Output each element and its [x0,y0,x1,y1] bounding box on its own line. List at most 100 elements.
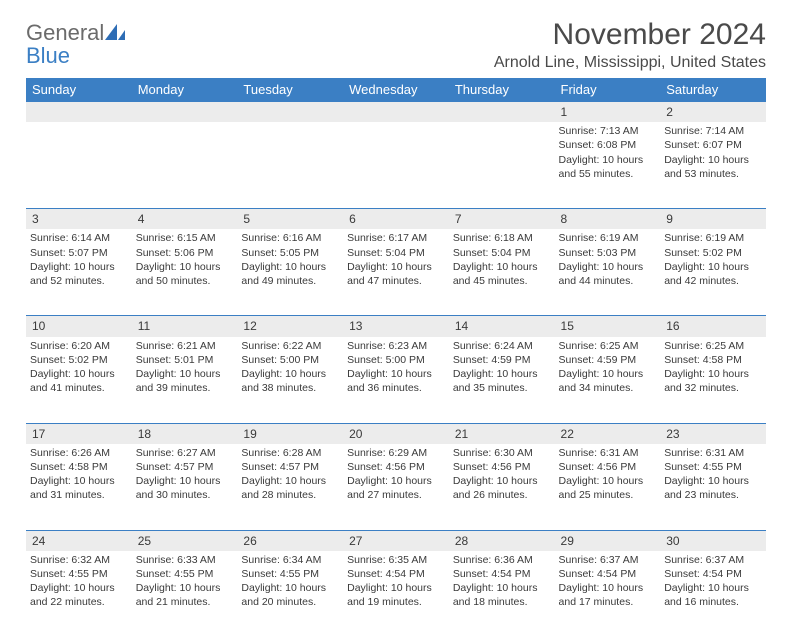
daylight-line: Daylight: 10 hours and 22 minutes. [30,581,128,609]
day-header: Wednesday [343,78,449,102]
day-header: Sunday [26,78,132,102]
day-info-cell [26,122,132,209]
daylight-line: Daylight: 10 hours and 19 minutes. [347,581,445,609]
sunset-line: Sunset: 5:00 PM [347,353,445,367]
daylight-line: Daylight: 10 hours and 21 minutes. [136,581,234,609]
sunrise-line: Sunrise: 6:37 AM [559,553,657,567]
day-info-cell: Sunrise: 6:25 AMSunset: 4:58 PMDaylight:… [660,337,766,424]
day-info-cell: Sunrise: 6:24 AMSunset: 4:59 PMDaylight:… [449,337,555,424]
daylight-line: Daylight: 10 hours and 49 minutes. [241,260,339,288]
daylight-line: Daylight: 10 hours and 53 minutes. [664,153,762,181]
sunset-line: Sunset: 4:54 PM [559,567,657,581]
day-info-row: Sunrise: 6:14 AMSunset: 5:07 PMDaylight:… [26,229,766,316]
daylight-line: Daylight: 10 hours and 41 minutes. [30,367,128,395]
sunrise-line: Sunrise: 6:35 AM [347,553,445,567]
daylight-line: Daylight: 10 hours and 38 minutes. [241,367,339,395]
sunset-line: Sunset: 4:54 PM [664,567,762,581]
day-number-row: 3456789 [26,209,766,230]
sunset-line: Sunset: 5:03 PM [559,246,657,260]
day-number-row: 17181920212223 [26,423,766,444]
day-number-cell: 7 [449,209,555,230]
day-info-cell: Sunrise: 6:33 AMSunset: 4:55 PMDaylight:… [132,551,238,637]
day-info-cell: Sunrise: 6:19 AMSunset: 5:03 PMDaylight:… [555,229,661,316]
daylight-line: Daylight: 10 hours and 55 minutes. [559,153,657,181]
sunset-line: Sunset: 5:02 PM [664,246,762,260]
day-info-cell: Sunrise: 6:18 AMSunset: 5:04 PMDaylight:… [449,229,555,316]
day-number-cell: 12 [237,316,343,337]
day-number-cell: 20 [343,423,449,444]
day-info-cell: Sunrise: 6:25 AMSunset: 4:59 PMDaylight:… [555,337,661,424]
day-info-cell: Sunrise: 6:14 AMSunset: 5:07 PMDaylight:… [26,229,132,316]
day-info-cell: Sunrise: 6:35 AMSunset: 4:54 PMDaylight:… [343,551,449,637]
day-info-cell: Sunrise: 6:37 AMSunset: 4:54 PMDaylight:… [555,551,661,637]
sunrise-line: Sunrise: 6:29 AM [347,446,445,460]
day-number-cell: 2 [660,102,766,123]
day-number-cell: 9 [660,209,766,230]
sunrise-line: Sunrise: 6:21 AM [136,339,234,353]
daylight-line: Daylight: 10 hours and 18 minutes. [453,581,551,609]
day-number-cell: 8 [555,209,661,230]
sunset-line: Sunset: 4:59 PM [559,353,657,367]
day-number-cell: 10 [26,316,132,337]
day-header: Thursday [449,78,555,102]
daylight-line: Daylight: 10 hours and 25 minutes. [559,474,657,502]
day-info-cell: Sunrise: 6:29 AMSunset: 4:56 PMDaylight:… [343,444,449,531]
sunrise-line: Sunrise: 6:22 AM [241,339,339,353]
sunrise-line: Sunrise: 6:34 AM [241,553,339,567]
day-info-cell: Sunrise: 6:16 AMSunset: 5:05 PMDaylight:… [237,229,343,316]
day-info-cell [343,122,449,209]
sunset-line: Sunset: 5:02 PM [30,353,128,367]
day-number-cell: 3 [26,209,132,230]
daylight-line: Daylight: 10 hours and 35 minutes. [453,367,551,395]
sunrise-line: Sunrise: 6:30 AM [453,446,551,460]
day-info-cell [132,122,238,209]
day-info-cell: Sunrise: 6:30 AMSunset: 4:56 PMDaylight:… [449,444,555,531]
sunset-line: Sunset: 4:55 PM [136,567,234,581]
daylight-line: Daylight: 10 hours and 36 minutes. [347,367,445,395]
calendar-table: Sunday Monday Tuesday Wednesday Thursday… [26,78,766,637]
day-number-cell: 30 [660,530,766,551]
day-info-row: Sunrise: 7:13 AMSunset: 6:08 PMDaylight:… [26,122,766,209]
logo: General Blue [26,22,127,68]
day-number-cell [26,102,132,123]
day-info-cell [237,122,343,209]
day-header-row: Sunday Monday Tuesday Wednesday Thursday… [26,78,766,102]
daylight-line: Daylight: 10 hours and 47 minutes. [347,260,445,288]
day-info-cell: Sunrise: 6:27 AMSunset: 4:57 PMDaylight:… [132,444,238,531]
sunrise-line: Sunrise: 6:19 AM [664,231,762,245]
sunrise-line: Sunrise: 6:36 AM [453,553,551,567]
day-number-cell: 28 [449,530,555,551]
sunrise-line: Sunrise: 6:20 AM [30,339,128,353]
sunset-line: Sunset: 5:06 PM [136,246,234,260]
daylight-line: Daylight: 10 hours and 34 minutes. [559,367,657,395]
sunset-line: Sunset: 4:58 PM [664,353,762,367]
day-info-cell: Sunrise: 6:20 AMSunset: 5:02 PMDaylight:… [26,337,132,424]
day-number-cell: 11 [132,316,238,337]
day-info-row: Sunrise: 6:26 AMSunset: 4:58 PMDaylight:… [26,444,766,531]
day-number-cell: 4 [132,209,238,230]
daylight-line: Daylight: 10 hours and 27 minutes. [347,474,445,502]
sunset-line: Sunset: 4:55 PM [241,567,339,581]
daylight-line: Daylight: 10 hours and 16 minutes. [664,581,762,609]
sunset-line: Sunset: 6:07 PM [664,138,762,152]
sunrise-line: Sunrise: 6:19 AM [559,231,657,245]
sunrise-line: Sunrise: 6:37 AM [664,553,762,567]
sunset-line: Sunset: 5:01 PM [136,353,234,367]
day-info-cell: Sunrise: 6:31 AMSunset: 4:55 PMDaylight:… [660,444,766,531]
day-number-cell: 13 [343,316,449,337]
day-header: Friday [555,78,661,102]
daylight-line: Daylight: 10 hours and 31 minutes. [30,474,128,502]
day-number-cell: 16 [660,316,766,337]
sunrise-line: Sunrise: 6:27 AM [136,446,234,460]
sunset-line: Sunset: 4:57 PM [136,460,234,474]
day-number-cell: 24 [26,530,132,551]
day-number-cell: 26 [237,530,343,551]
daylight-line: Daylight: 10 hours and 17 minutes. [559,581,657,609]
sunrise-line: Sunrise: 6:15 AM [136,231,234,245]
sunset-line: Sunset: 5:04 PM [453,246,551,260]
sunset-line: Sunset: 4:54 PM [453,567,551,581]
daylight-line: Daylight: 10 hours and 50 minutes. [136,260,234,288]
daylight-line: Daylight: 10 hours and 23 minutes. [664,474,762,502]
day-info-cell: Sunrise: 6:19 AMSunset: 5:02 PMDaylight:… [660,229,766,316]
day-number-cell: 19 [237,423,343,444]
